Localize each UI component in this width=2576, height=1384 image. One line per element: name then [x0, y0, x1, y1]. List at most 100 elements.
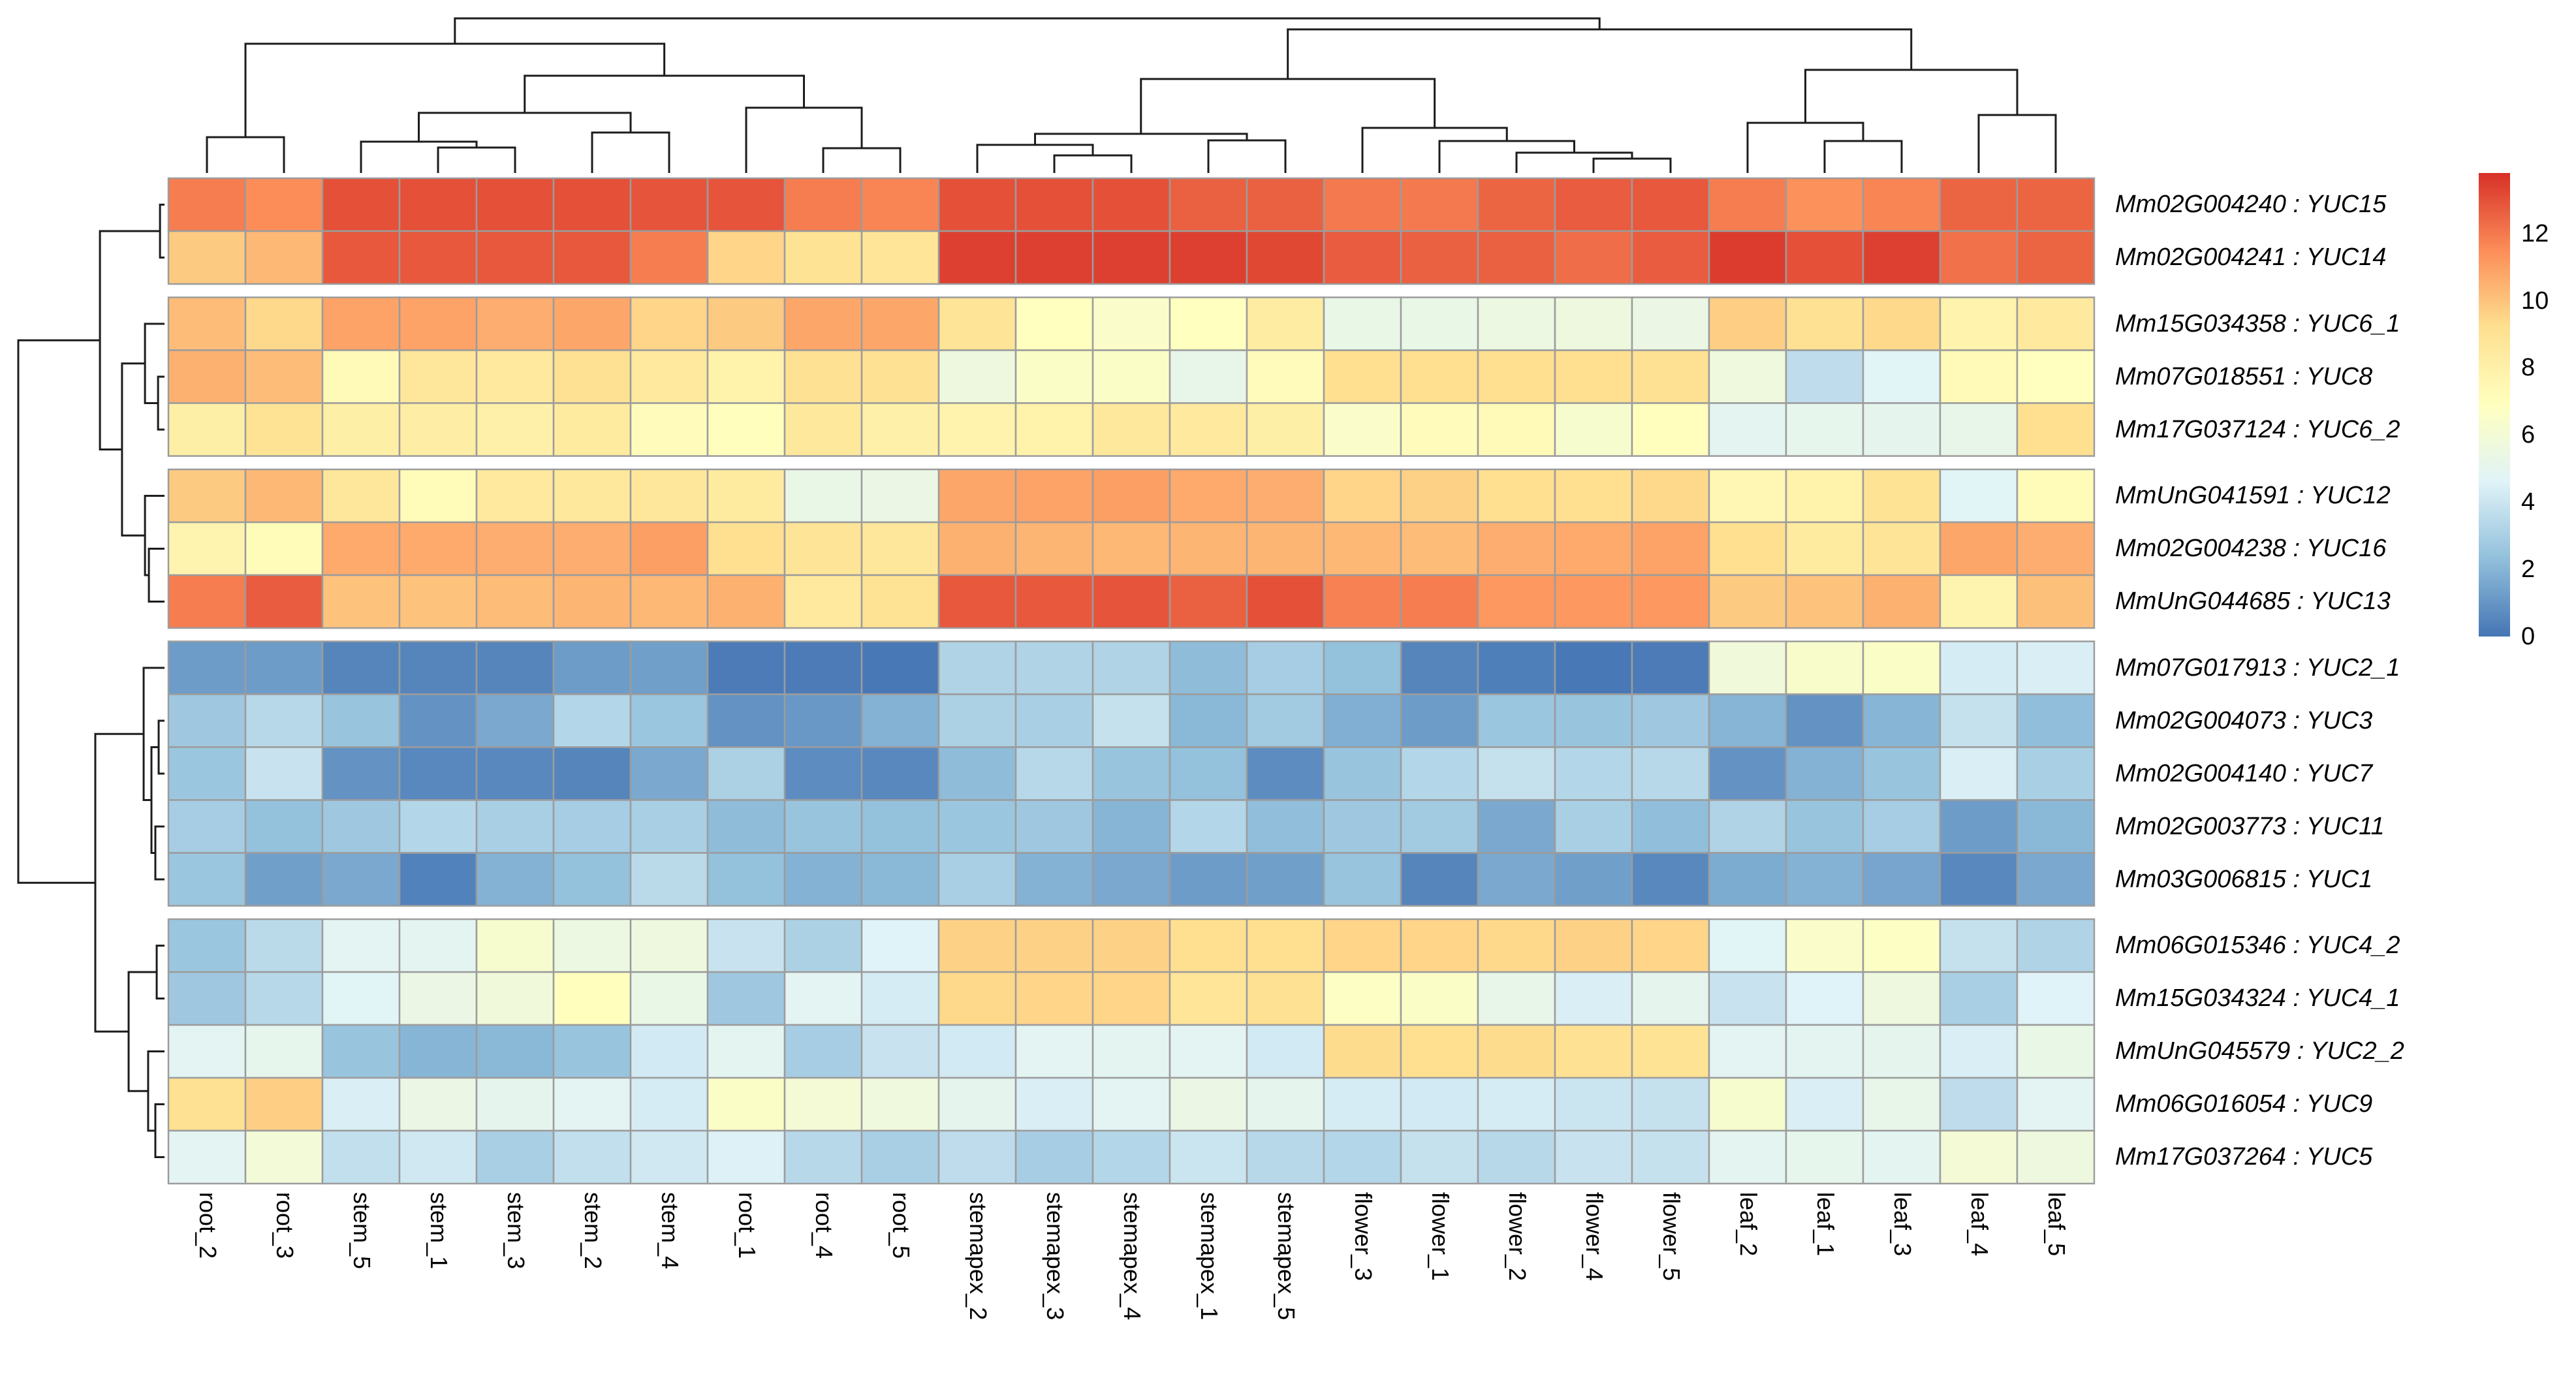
heatmap-cell [1862, 349, 1941, 404]
heatmap-cell [321, 640, 401, 695]
heatmap-cell [1169, 746, 1248, 801]
heatmap-cell [1708, 971, 1787, 1026]
heatmap-cell [1631, 177, 1710, 232]
heatmap-cell [167, 521, 247, 576]
heatmap-cell [552, 746, 632, 801]
legend-tick-label: 2 [2521, 556, 2536, 584]
heatmap-cell [1631, 918, 1710, 973]
heatmap-cell [321, 574, 401, 629]
heatmap-cell [244, 918, 324, 973]
col-label: flower_5 [1658, 1192, 1685, 1282]
heatmap-cell [1400, 852, 1479, 907]
heatmap-cell [398, 1077, 478, 1132]
heatmap-cell [1014, 971, 1094, 1026]
heatmap-cell [860, 521, 940, 576]
heatmap-cell [860, 918, 940, 973]
heatmap-cell [1246, 230, 1325, 285]
heatmap-cell [475, 349, 555, 404]
heatmap-cell [321, 1077, 401, 1132]
heatmap-cell [475, 402, 555, 457]
heatmap-cell [1708, 349, 1787, 404]
heatmap-cell [244, 1077, 324, 1132]
heatmap-cell [1169, 693, 1248, 748]
heatmap-cell [937, 402, 1017, 457]
heatmap-cell [1246, 574, 1325, 629]
heatmap-cell [1477, 852, 1556, 907]
heatmap-cell [552, 799, 632, 854]
heatmap-cell [1939, 971, 2018, 1026]
heatmap-cell [1477, 230, 1556, 285]
row-label: Mm06G016054 : YUC9 [2115, 1090, 2373, 1118]
heatmap-cell [244, 230, 324, 285]
heatmap-cell [244, 746, 324, 801]
heatmap-cell [937, 640, 1017, 695]
heatmap-cell [552, 918, 632, 973]
heatmap-cell [1862, 1077, 1941, 1132]
legend-colorbar [2479, 173, 2510, 637]
heatmap-cell [1631, 230, 1710, 285]
heatmap-cell [398, 918, 478, 973]
row-label: Mm17G037124 : YUC6_2 [2115, 415, 2400, 443]
heatmap-cell [1862, 1129, 1941, 1185]
heatmap-cell [475, 521, 555, 576]
heatmap-cell [1092, 640, 1171, 695]
heatmap-cell [1400, 177, 1479, 232]
heatmap-cell [1246, 521, 1325, 576]
heatmap-cell [706, 799, 786, 854]
col-label: leaf_3 [1889, 1192, 1916, 1257]
heatmap-cell [1631, 640, 1710, 695]
heatmap-cell [706, 230, 786, 285]
heatmap-cell [629, 230, 709, 285]
heatmap-cell [1400, 1024, 1479, 1079]
heatmap-cell [937, 521, 1017, 576]
heatmap-cell [552, 468, 632, 524]
col-label: root_2 [195, 1192, 221, 1259]
heatmap-cell [706, 521, 786, 576]
heatmap-cell [937, 918, 1017, 973]
heatmap-cell [244, 402, 324, 457]
heatmap-cell [398, 349, 478, 404]
heatmap-cell [552, 1077, 632, 1132]
heatmap-cell [706, 918, 786, 973]
heatmap-cell [1477, 177, 1556, 232]
heatmap-cell [2016, 521, 2096, 576]
heatmap-cell [1323, 1077, 1402, 1132]
heatmap-cell [244, 1129, 324, 1185]
heatmap-cell [2016, 574, 2096, 629]
heatmap-cell [1169, 230, 1248, 285]
heatmap-cell [552, 574, 632, 629]
heatmap-cell [1708, 799, 1787, 854]
heatmap-cell [629, 918, 709, 973]
heatmap-cell [1708, 918, 1787, 973]
heatmap-cell [167, 1129, 247, 1185]
heatmap-cell [1169, 177, 1248, 232]
heatmap-cell [1862, 521, 1941, 576]
heatmap-cell [398, 230, 478, 285]
heatmap-cell [1169, 640, 1248, 695]
heatmap-cell [1554, 521, 1633, 576]
row-label: Mm03G006815 : YUC1 [2115, 865, 2373, 893]
heatmap-cell [1939, 693, 2018, 748]
heatmap-cell [937, 746, 1017, 801]
heatmap-cell [860, 1077, 940, 1132]
heatmap-cell [860, 799, 940, 854]
heatmap-cell [475, 918, 555, 973]
heatmap-cell [2016, 349, 2096, 404]
col-label: leaf_4 [1966, 1192, 1993, 1257]
heatmap-cell [1477, 1077, 1556, 1132]
heatmap-cell [1785, 1129, 1864, 1185]
heatmap-cell [1708, 1129, 1787, 1185]
heatmap-cell [1400, 799, 1479, 854]
heatmap-cell [167, 971, 247, 1026]
heatmap-cell [629, 177, 709, 232]
heatmap-cell [1939, 349, 2018, 404]
heatmap-cell [1477, 468, 1556, 524]
heatmap-cell [2016, 640, 2096, 695]
heatmap-cell [1246, 971, 1325, 1026]
heatmap-cell [1554, 177, 1633, 232]
heatmap-cell [1939, 296, 2018, 351]
heatmap-cell [1014, 852, 1094, 907]
heatmap-cell [1939, 799, 2018, 854]
heatmap-cell [552, 296, 632, 351]
